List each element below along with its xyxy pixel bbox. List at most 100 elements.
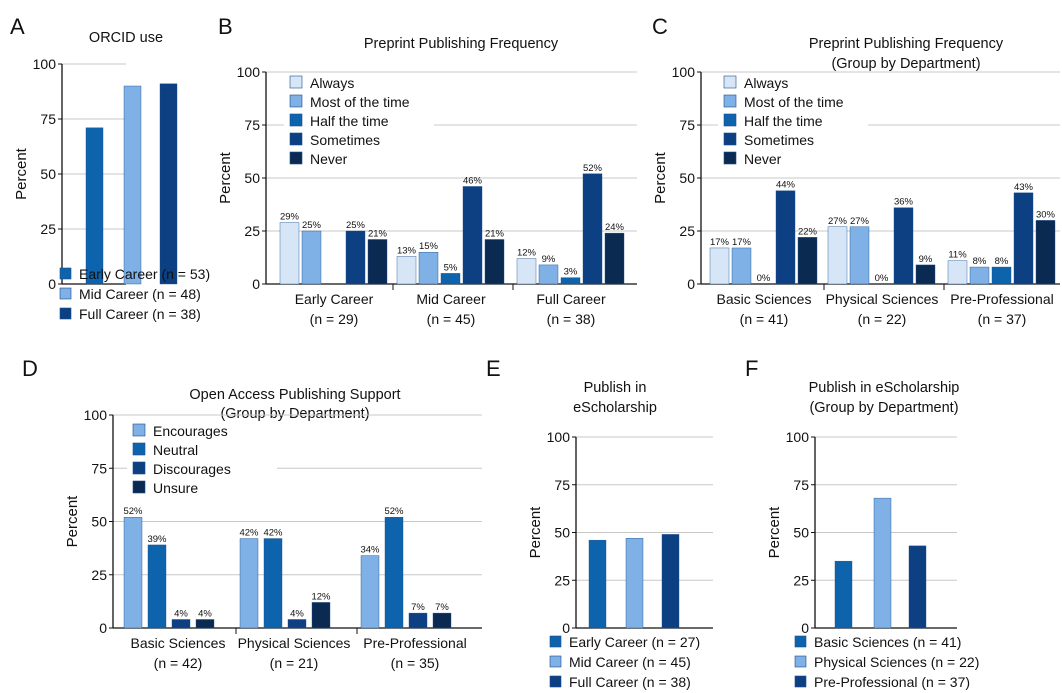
data-label: 12%: [311, 591, 331, 602]
x-tick-label: Basic Sciences: [717, 291, 812, 307]
x-tick-label: (n = 29): [310, 311, 359, 327]
bar: [195, 619, 215, 629]
data-label: 0%: [757, 273, 771, 284]
data-label: 8%: [973, 256, 987, 267]
y-tick-label: 100: [547, 429, 571, 445]
y-tick-label: 100: [33, 56, 57, 72]
bar: [311, 602, 331, 629]
y-tick-label: 75: [40, 111, 56, 127]
data-label: 36%: [894, 197, 914, 208]
legend-swatch: [723, 75, 737, 89]
legend-label: Always: [744, 75, 788, 91]
y-axis-label: Percent: [64, 495, 81, 548]
y-axis-label: Percent: [652, 151, 669, 204]
bar: [432, 612, 452, 629]
legend-label: Basic Sciences (n = 41): [814, 634, 961, 650]
legend-label: Never: [744, 151, 782, 167]
legend-swatch: [132, 442, 146, 456]
y-tick-label: 25: [679, 223, 695, 239]
bar: [147, 544, 167, 629]
bar: [360, 555, 380, 629]
x-tick-label: Mid Career: [416, 291, 486, 307]
legend-label: Pre-Professional (n = 37): [814, 674, 970, 690]
data-label: 44%: [776, 180, 796, 191]
bar: [159, 83, 178, 285]
x-tick-label: (n = 22): [858, 311, 907, 327]
panel-letter: A: [10, 14, 25, 39]
data-label: 7%: [411, 602, 425, 613]
y-tick-label: 0: [687, 276, 695, 292]
legend-swatch: [289, 113, 303, 127]
data-label: 43%: [1014, 182, 1034, 193]
chart-panel-f: F Publish in eScholarship (Group by Depart…: [745, 356, 979, 690]
legend-swatch: [132, 480, 146, 494]
legend-label: Full Career (n = 38): [569, 674, 691, 690]
data-label: 27%: [828, 216, 848, 227]
legend-background: [127, 422, 277, 504]
chart-panel-e: E Publish in eScholarship 0 25 50 75 100 Percent…: [486, 356, 713, 690]
bar: [604, 232, 625, 285]
legend-label: Encourages: [153, 423, 228, 439]
y-tick-label: 25: [244, 223, 260, 239]
chart-title: Preprint Publishing Frequency: [364, 36, 559, 52]
x-tick-label: Physical Sciences: [238, 635, 351, 651]
y-axis-label: Percent: [766, 506, 783, 559]
chart-panel-c: C Preprint Publishing Frequency (Group by …: [652, 14, 1060, 327]
x-tick-label: Physical Sciences: [826, 291, 939, 307]
legend-label: Full Career (n = 38): [79, 306, 201, 322]
data-label: 0%: [875, 273, 889, 284]
bar: [301, 230, 322, 285]
legend-label: Mid Career (n = 48): [79, 286, 201, 302]
legend-label: Always: [310, 75, 354, 91]
bar: [367, 239, 388, 285]
y-tick-label: 75: [679, 117, 695, 133]
x-tick-label: (n = 38): [547, 311, 596, 327]
bar: [279, 222, 300, 285]
data-label: 8%: [995, 256, 1009, 267]
data-label: 9%: [542, 254, 556, 265]
bar: [834, 560, 853, 629]
chart-panel-d: D Open Access Publishing Support (Group by…: [22, 356, 482, 671]
bar: [418, 251, 439, 285]
x-tick-label: (n = 42): [154, 655, 203, 671]
bar: [462, 186, 483, 285]
y-tick-label: 50: [244, 170, 260, 186]
panel-letter: B: [218, 14, 233, 39]
chart-title: (Group by Department): [220, 406, 369, 422]
legend-label: Neutral: [153, 442, 198, 458]
data-label: 39%: [147, 534, 167, 545]
data-label: 25%: [302, 220, 322, 231]
bar: [893, 207, 914, 285]
chart-title: Open Access Publishing Support: [189, 387, 400, 403]
data-label: 13%: [397, 245, 417, 256]
data-label: 46%: [463, 175, 483, 186]
x-tick-label: (n = 45): [427, 311, 476, 327]
y-tick-label: 75: [91, 460, 107, 476]
bar: [345, 230, 366, 285]
legend-swatch: [549, 655, 562, 668]
legend-swatch: [723, 151, 737, 165]
data-label: 5%: [444, 262, 458, 273]
chart-title: ORCID use: [89, 30, 163, 46]
panel-letter: C: [652, 14, 668, 39]
legend-background: [284, 74, 434, 175]
y-tick-label: 0: [48, 276, 56, 292]
chart-title: (Group by Department): [831, 56, 980, 72]
bar: [123, 85, 142, 285]
data-label: 4%: [290, 608, 304, 619]
legend-label: Half the time: [310, 113, 389, 129]
legend-label: Sometimes: [310, 132, 380, 148]
legend-swatch: [794, 655, 807, 668]
y-tick-label: 75: [793, 477, 809, 493]
data-label: 21%: [368, 228, 388, 239]
legend-label: Discourages: [153, 461, 231, 477]
y-tick-label: 50: [91, 514, 107, 530]
legend-label: Early Career (n = 27): [569, 634, 700, 650]
bar: [560, 277, 581, 285]
y-tick-label: 0: [801, 620, 809, 636]
chart-panel-b: B Preprint Publishing Frequency 0 25 50 75 100…: [217, 14, 637, 327]
data-label: 42%: [263, 528, 283, 539]
bar: [873, 497, 892, 629]
bar: [85, 127, 104, 285]
data-label: 17%: [710, 237, 730, 248]
